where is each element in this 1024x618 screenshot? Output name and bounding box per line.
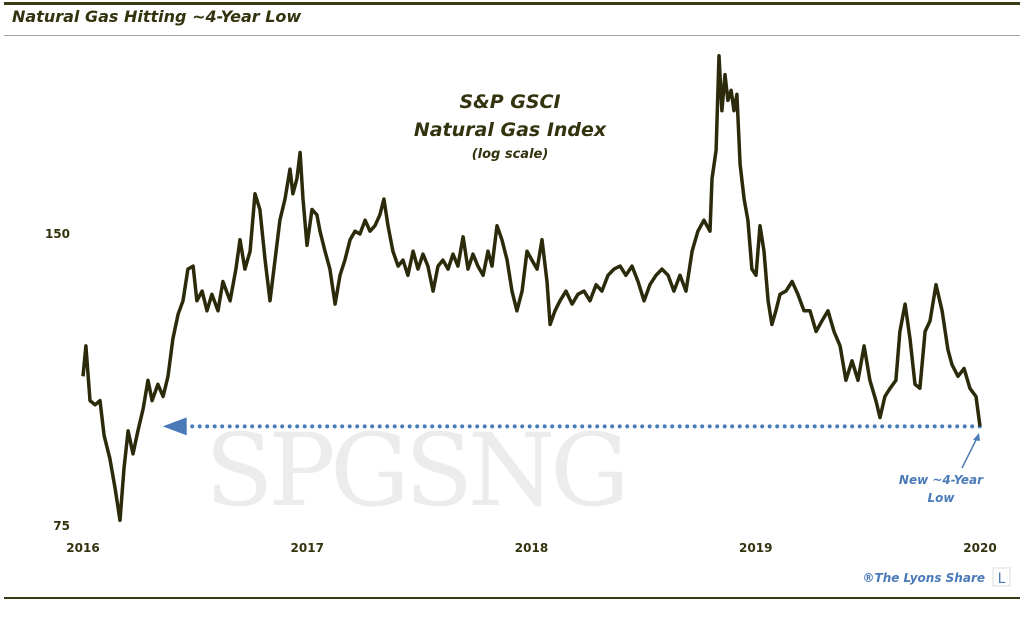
page-title: Natural Gas Hitting ~4-Year Low [12, 7, 301, 26]
chart-title: S&P GSCI [459, 91, 560, 113]
annotation-line2: Low [928, 491, 956, 505]
x-tick-label: 2020 [963, 541, 996, 555]
logo-letter: L [998, 571, 1006, 587]
annotation-arrow [961, 435, 979, 469]
credit: ®The Lyons Share [863, 571, 985, 585]
scale-note: (log scale) [472, 147, 549, 162]
series-line [81, 54, 982, 523]
title-divider [4, 35, 1020, 36]
y-tick-label: 75 [53, 519, 70, 533]
reference-arrowhead-icon [162, 417, 187, 436]
x-tick-label: 2019 [739, 541, 772, 555]
annotation-arrowhead-icon [973, 433, 980, 441]
bottom-rule [4, 597, 1020, 599]
x-tick-label: 2017 [291, 541, 324, 555]
chart-subtitle: Natural Gas Index [414, 119, 607, 141]
x-tick-label: 2016 [66, 541, 99, 555]
x-tick-label: 2018 [515, 541, 548, 555]
y-tick-label: 150 [45, 227, 70, 241]
annotation-line1: New ~4-Year [899, 473, 984, 487]
logo-box [992, 567, 1011, 587]
top-rule [4, 2, 1020, 5]
watermark: SPGSNG [205, 412, 630, 529]
